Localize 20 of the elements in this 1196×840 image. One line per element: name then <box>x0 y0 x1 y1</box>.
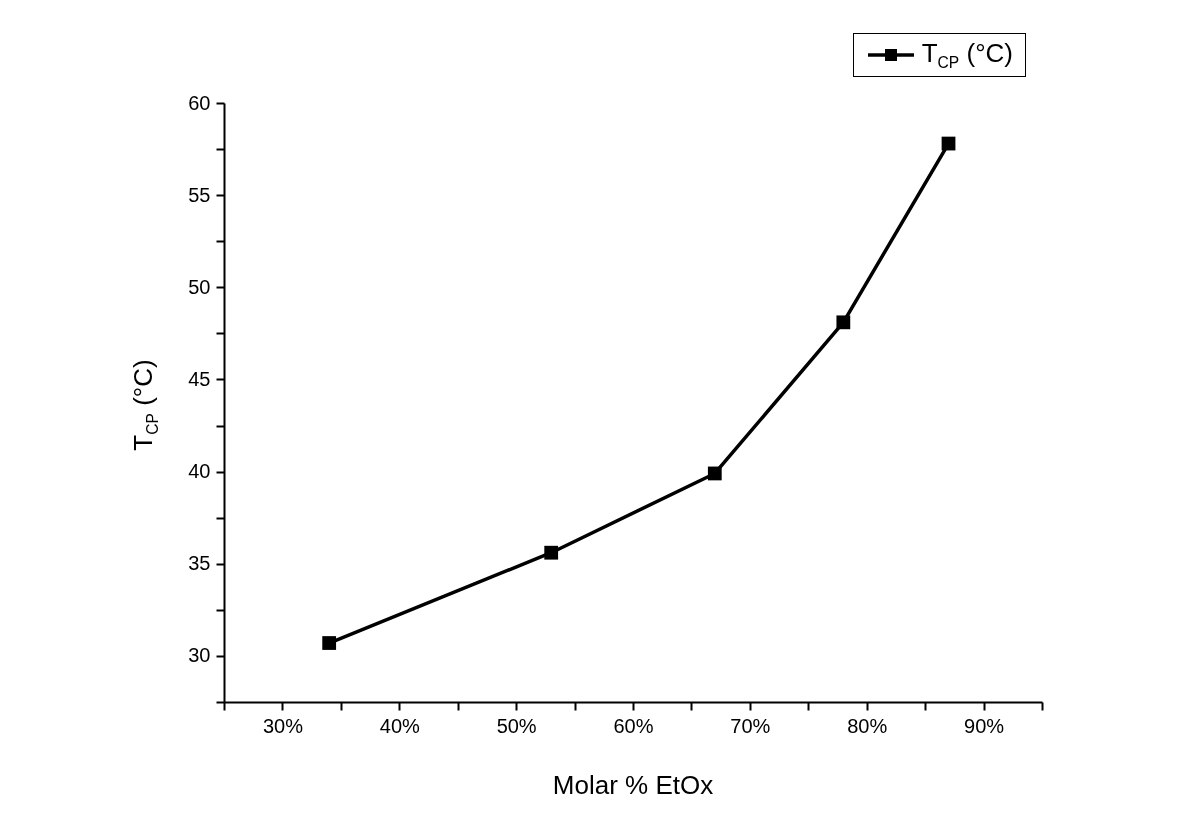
legend-label: T$_{CP}$ (°C) <box>921 38 1013 73</box>
x-tick-label: 60% <box>613 714 654 737</box>
point <box>544 545 559 560</box>
y-tick-label: 55 <box>188 183 211 206</box>
point <box>322 636 337 650</box>
y-tick-label: 40 <box>188 460 211 483</box>
point <box>707 466 722 481</box>
x-axis-title: Molar % EtOx <box>552 770 714 801</box>
y-tick-label: 45 <box>188 367 211 390</box>
x-tick-label: 40% <box>379 714 421 737</box>
y-tick-label: 35 <box>188 552 211 575</box>
x-tick-label: 80% <box>847 714 888 737</box>
y-tick-label: 50 <box>188 275 211 298</box>
point <box>836 315 851 330</box>
y-tick-label: 60 <box>188 91 211 114</box>
x-tick-label: 50% <box>496 714 537 737</box>
x-tick-label: 30% <box>262 714 304 737</box>
x-tick-label: 70% <box>730 714 771 737</box>
x-tick-label: 90% <box>964 714 1005 737</box>
y-tick-label: 30 <box>188 644 211 667</box>
